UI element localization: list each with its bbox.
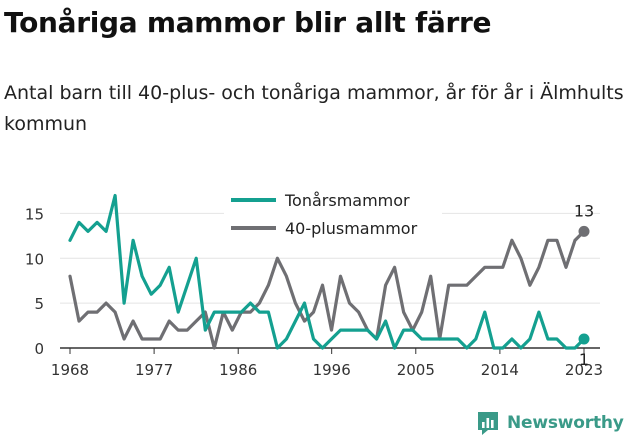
legend: Tonårsmammor 40-plusmammor <box>224 186 442 244</box>
series-layer <box>68 193 590 350</box>
y-tick-label-0: 0 <box>34 340 44 358</box>
newsworthy-logo: Newsworthy <box>476 408 624 438</box>
newsworthy-logo-icon <box>478 412 498 435</box>
chart-title: Tonåriga mammor blir allt färre <box>4 6 492 39</box>
end-labels: 1 13 <box>574 201 594 369</box>
x-tick-label-1986: 1986 <box>219 361 257 379</box>
x-tick-label-1968: 1968 <box>51 361 89 379</box>
y-tick-label-5: 5 <box>34 295 44 313</box>
axis-layer: 0 5 10 15 1968 1977 1986 1996 2005 2014 2023 <box>25 205 603 379</box>
x-tick-label-2014: 2014 <box>481 361 519 379</box>
series-endpoint-tonarsmammor <box>578 333 590 345</box>
end-label-tonarsmammor: 1 <box>579 350 589 369</box>
newsworthy-logo-text: Newsworthy <box>507 413 624 433</box>
legend-background <box>224 186 442 244</box>
x-tick-label-1977: 1977 <box>135 361 173 379</box>
line-chart: 0 5 10 15 1968 1977 1986 1996 2005 2014 2023 Tonår… <box>24 186 604 379</box>
x-tick-label-1996: 1996 <box>313 361 351 379</box>
y-tick-label-10: 10 <box>25 250 44 268</box>
x-tick-label-2005: 2005 <box>397 361 435 379</box>
end-label-40-plusmammor: 13 <box>574 201 594 220</box>
y-tick-label-15: 15 <box>25 205 44 223</box>
series-line-tonarsmammor <box>68 193 586 350</box>
legend-label-tonarsmammor: Tonårsmammor <box>284 191 410 210</box>
legend-label-40-plusmammor: 40-plusmammor <box>285 219 418 238</box>
x-tick-label-2023: 2023 <box>565 361 603 379</box>
chart-subtitle: Antal barn till 40-plus- och tonåriga ma… <box>4 82 624 135</box>
series-endpoint-40-plusmammor <box>578 225 590 237</box>
series-line-40-plusmammor <box>68 229 586 350</box>
